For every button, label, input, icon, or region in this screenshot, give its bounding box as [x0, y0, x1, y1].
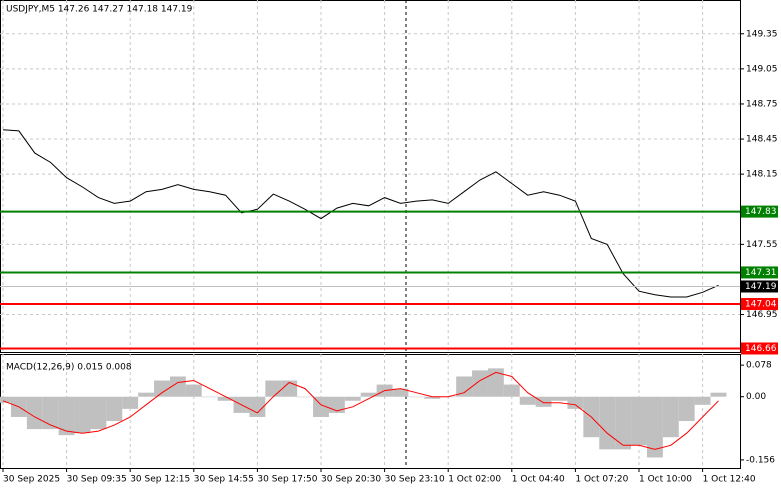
x-tick-label: 30 Sep 23:10: [385, 475, 445, 485]
level-tag: [741, 342, 778, 355]
histogram-bar: [567, 396, 584, 409]
level-label: 146.66: [745, 344, 777, 354]
x-tick-label: 1 Oct 04:40: [512, 475, 565, 485]
line: [2, 129, 719, 298]
histogram-bar: [360, 392, 377, 397]
y-tick-label: 148.75: [746, 99, 778, 109]
x-tick-label: 30 Sep 20:30: [321, 475, 381, 485]
histogram-bar: [201, 396, 218, 398]
y-tick-label: 0.078: [746, 361, 772, 371]
histogram-bar: [599, 396, 616, 450]
x-tick-label: 1 Oct 12:40: [703, 475, 756, 485]
price-title: USDJPY,M5 147.26 147.27 147.18 147.19: [6, 5, 193, 15]
x-tick-label: 30 Sep 14:55: [194, 475, 254, 485]
x-tick-label: 1 Oct 07:20: [575, 475, 628, 485]
histogram-bar: [678, 396, 695, 422]
histogram-bar: [297, 396, 314, 398]
x-tick-label: 30 Sep 2025: [3, 475, 60, 485]
level-label: 147.04: [745, 300, 777, 310]
last-price-tag: [741, 280, 778, 293]
y-tick-label: 0.00: [746, 392, 766, 402]
histogram-bar: [662, 396, 679, 438]
y-tick-label: 149.35: [746, 29, 778, 39]
histogram-bar: [265, 380, 282, 397]
histogram-bar: [0, 396, 11, 403]
histogram-bar: [90, 396, 107, 430]
histogram-bar: [710, 392, 727, 397]
marks: [0, 129, 727, 458]
histogram-bar: [392, 388, 409, 397]
histogram-bar: [313, 396, 329, 417]
price-panel: [0, 0, 741, 353]
last-price-label: 147.19: [745, 282, 777, 292]
y-tick-label: 148.45: [746, 135, 778, 145]
line: [2, 371, 719, 450]
y-tick-label: 146.95: [746, 310, 778, 320]
histogram-bar: [249, 396, 266, 417]
histogram-bar: [138, 392, 155, 397]
histogram-bar: [154, 380, 170, 397]
histogram-bar: [551, 396, 568, 401]
level-tag: [741, 266, 778, 279]
histogram-bar: [519, 396, 536, 405]
histogram-bar: [472, 370, 488, 397]
x-tick-label: 1 Oct 02:00: [448, 475, 501, 485]
y-tick-label: 149.05: [746, 64, 778, 74]
histogram-bar: [408, 396, 425, 398]
histogram-bar: [694, 396, 711, 405]
x-tick-label: 1 Oct 10:00: [639, 475, 692, 485]
level-label: 147.83: [745, 207, 777, 217]
macd-title: MACD(12,26,9) 0.015 0.008: [6, 363, 132, 373]
histogram-bar: [456, 376, 473, 397]
x-tick-label: 30 Sep 09:35: [67, 475, 127, 485]
histogram-bar: [106, 396, 123, 422]
histogram-bar: [344, 396, 361, 401]
histogram-bar: [615, 396, 632, 450]
y-tick-label: 147.55: [746, 240, 778, 250]
histogram-bar: [185, 384, 202, 397]
level-label: 147.31: [745, 268, 777, 278]
histogram-bar: [503, 384, 520, 397]
histogram-bar: [42, 396, 59, 430]
histogram-bar: [487, 368, 504, 397]
histogram-bar: [535, 396, 552, 407]
y-tick-label: -0.156: [746, 455, 775, 465]
histogram-bar: [281, 380, 298, 397]
y-tick-label: 148.15: [746, 170, 778, 180]
histogram-bar: [646, 396, 663, 458]
histogram-bar: [122, 396, 139, 409]
histogram-bar: [74, 396, 91, 434]
level-tag: [741, 298, 778, 311]
level-tag: [741, 205, 778, 218]
x-tick-label: 30 Sep 17:50: [257, 475, 317, 485]
histogram-bar: [631, 396, 647, 446]
x-tick-label: 30 Sep 12:15: [130, 475, 190, 485]
histogram-bar: [217, 396, 234, 401]
histogram-bar: [26, 396, 43, 430]
histogram-bar: [58, 396, 75, 436]
histogram-bar: [424, 396, 441, 399]
